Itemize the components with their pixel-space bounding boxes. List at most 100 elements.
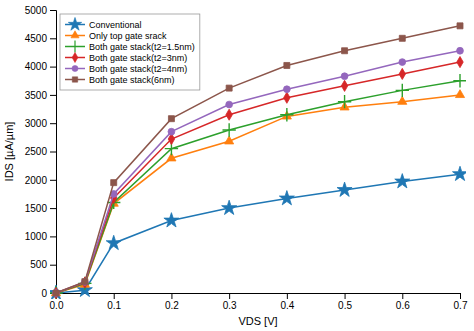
marker	[337, 182, 352, 196]
marker	[225, 136, 234, 144]
tick: 500	[30, 259, 56, 270]
line	[56, 174, 460, 293]
tick-label: 0.7	[454, 300, 468, 311]
marker	[53, 290, 59, 296]
marker	[280, 108, 293, 121]
marker	[453, 74, 466, 87]
tick: 0.3	[223, 293, 237, 311]
series	[53, 23, 463, 296]
marker	[395, 174, 410, 188]
tick-mark	[50, 265, 56, 266]
tick: 4500	[25, 33, 56, 44]
legend-symbol	[71, 31, 79, 38]
legend-symbol	[72, 65, 78, 71]
marker	[164, 213, 179, 227]
legend-label: Both gate stack(6nm)	[89, 75, 175, 85]
chart: 0.00.10.20.30.40.50.60.70500100015002000…	[0, 0, 474, 331]
legend-entry: Both gate stack(6nm)	[65, 75, 175, 85]
tick-mark	[50, 38, 56, 39]
marker	[168, 128, 175, 135]
tick-mark	[50, 236, 56, 237]
legend-entry: Both gate stack(t2=1.5nm)	[65, 41, 195, 53]
legend-symbol	[72, 53, 78, 63]
marker	[226, 85, 232, 91]
legend-entry: Both gate stack(t2=4nm)	[65, 64, 187, 74]
tick-label: 0.1	[107, 300, 121, 311]
tick-label: 0.3	[223, 300, 237, 311]
marker	[457, 23, 463, 29]
marker	[398, 96, 407, 104]
tick: 0.4	[280, 293, 294, 311]
tick-label: 0.0	[50, 300, 64, 311]
tick-mark	[50, 95, 56, 96]
marker	[82, 279, 88, 285]
marker	[168, 116, 174, 122]
marker	[338, 95, 351, 108]
legend-label: Conventional	[89, 20, 142, 30]
tick-label: 0.5	[338, 300, 352, 311]
legend-entry: Both gate stack(t2=3nm)	[65, 53, 187, 63]
tick-label: 0.4	[280, 300, 294, 311]
tick-label: 0	[41, 288, 47, 299]
tick: 0.2	[165, 293, 179, 311]
marker	[341, 80, 347, 91]
line	[56, 95, 460, 293]
tick-label: 3000	[25, 118, 48, 129]
marker	[53, 287, 59, 298]
tick-label: 5000	[25, 5, 48, 16]
tick-mark	[50, 208, 56, 209]
legend-label: Both gate stack(t2=4nm)	[89, 64, 187, 74]
series-layer	[50, 23, 466, 299]
y-axis: 0500100015002000250030003500400045005000	[25, 5, 57, 299]
marker	[81, 279, 88, 286]
marker	[226, 109, 232, 120]
marker	[457, 56, 463, 67]
tick-mark	[460, 293, 461, 299]
marker	[284, 62, 290, 68]
tick-mark	[50, 180, 56, 181]
tick: 1500	[25, 203, 56, 214]
x-axis: 0.00.10.20.30.40.50.60.7	[50, 293, 468, 311]
tick-mark	[171, 293, 172, 299]
legend-entry: Only top gate srack	[65, 31, 167, 41]
line	[56, 81, 460, 293]
tick-mark	[114, 293, 115, 299]
marker	[455, 90, 464, 98]
tick-mark	[50, 67, 56, 68]
plot-area: 0.00.10.20.30.40.50.60.70500100015002000…	[25, 5, 468, 311]
tick: 2500	[25, 146, 56, 157]
tick-label: 500	[30, 259, 47, 270]
legend-box	[60, 14, 200, 90]
legend-symbol	[69, 41, 81, 53]
marker	[396, 84, 409, 97]
marker	[106, 235, 121, 249]
marker	[50, 286, 63, 299]
tick-mark	[402, 293, 403, 299]
tick: 0.1	[107, 293, 121, 311]
legend-symbol	[68, 17, 81, 30]
marker	[111, 180, 117, 186]
tick: 3000	[25, 118, 56, 129]
marker	[222, 123, 235, 136]
marker	[399, 68, 405, 79]
legend-symbol	[72, 77, 77, 82]
tick-label: 2500	[25, 146, 48, 157]
axis-line	[57, 294, 461, 300]
tick: 0.5	[338, 293, 352, 311]
tick: 3500	[25, 90, 56, 101]
marker	[457, 47, 464, 54]
y-axis-title: IDS [µA/µm]	[3, 122, 15, 182]
legend: ConventionalOnly top gate srackBoth gate…	[60, 14, 200, 90]
legend-label: Only top gate srack	[89, 31, 167, 41]
tick: 5000	[25, 5, 56, 16]
marker	[222, 200, 237, 214]
tick: 2000	[25, 175, 56, 186]
tick-mark	[50, 10, 56, 11]
tick-mark	[345, 293, 346, 299]
marker	[53, 290, 60, 297]
tick-mark	[50, 123, 56, 124]
marker	[279, 191, 294, 205]
marker	[283, 86, 290, 93]
tick-mark	[287, 293, 288, 299]
tick: 0.7	[454, 293, 468, 311]
